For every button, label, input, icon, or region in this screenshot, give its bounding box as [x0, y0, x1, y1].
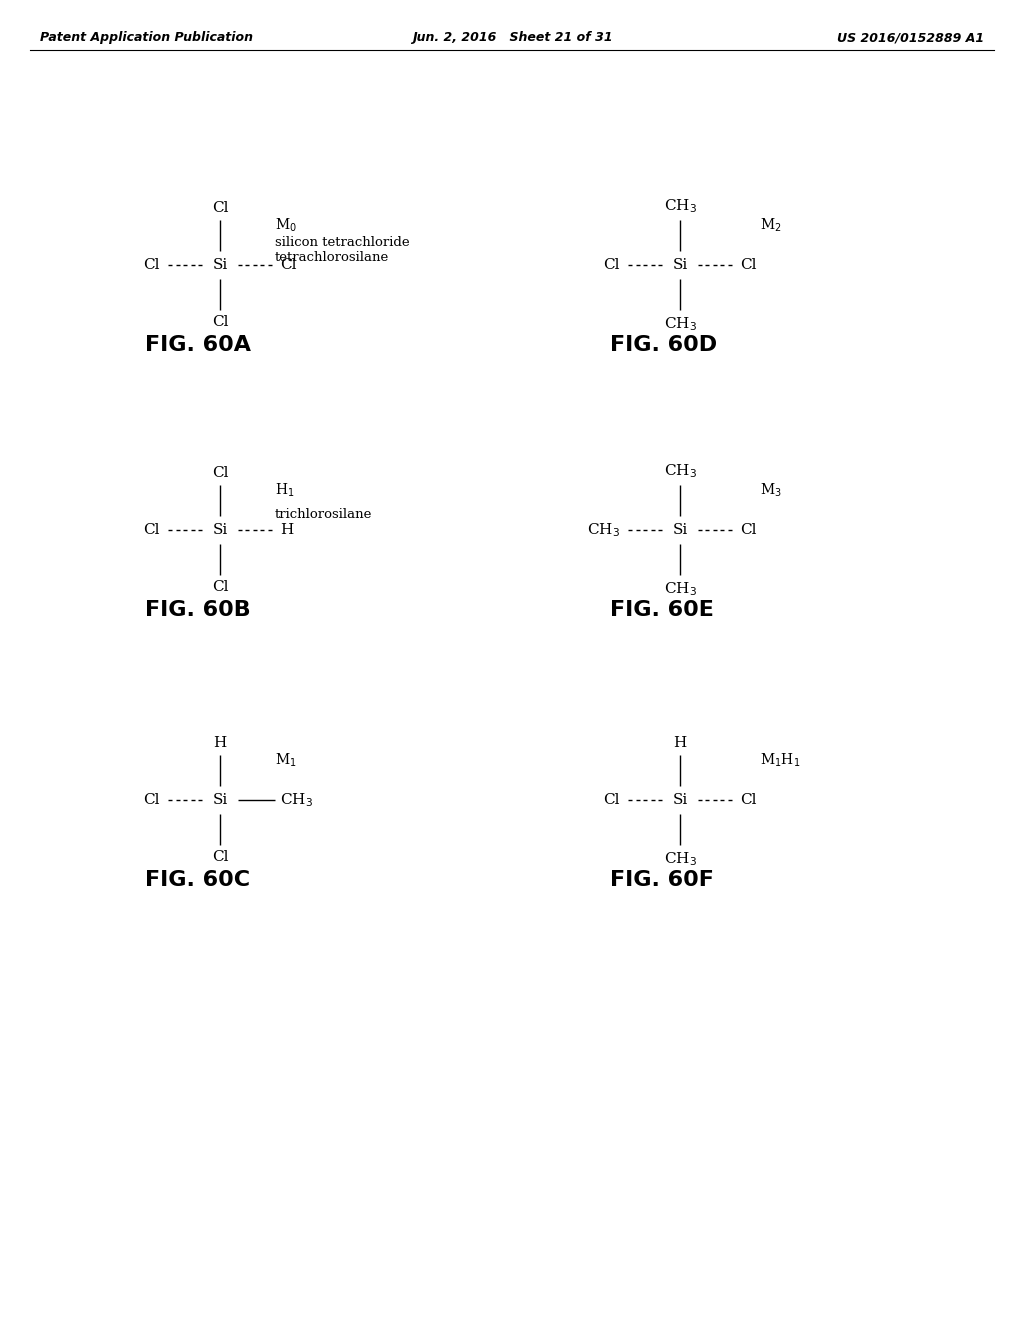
- Text: Cl: Cl: [740, 257, 757, 272]
- Text: Cl: Cl: [143, 523, 160, 537]
- Text: silicon tetrachloride
tetrachlorosilane: silicon tetrachloride tetrachlorosilane: [275, 236, 410, 264]
- Text: FIG. 60C: FIG. 60C: [145, 870, 250, 890]
- Text: CH$_3$: CH$_3$: [664, 579, 696, 598]
- Text: Si: Si: [212, 523, 227, 537]
- Text: Cl: Cl: [740, 523, 757, 537]
- Text: FIG. 60D: FIG. 60D: [610, 335, 717, 355]
- Text: CH$_3$: CH$_3$: [664, 850, 696, 867]
- Text: Si: Si: [212, 257, 227, 272]
- Text: Cl: Cl: [212, 315, 228, 329]
- Text: trichlorosilane: trichlorosilane: [275, 508, 373, 521]
- Text: M$_1$H$_1$: M$_1$H$_1$: [760, 751, 801, 768]
- Text: H: H: [280, 523, 293, 537]
- Text: FIG. 60A: FIG. 60A: [145, 335, 251, 355]
- Text: M$_3$: M$_3$: [760, 482, 781, 499]
- Text: CH$_3$: CH$_3$: [280, 791, 313, 809]
- Text: Cl: Cl: [212, 201, 228, 215]
- Text: H$_1$: H$_1$: [275, 482, 295, 499]
- Text: Si: Si: [673, 257, 688, 272]
- Text: Si: Si: [673, 793, 688, 807]
- Text: FIG. 60E: FIG. 60E: [610, 601, 714, 620]
- Text: US 2016/0152889 A1: US 2016/0152889 A1: [837, 32, 984, 45]
- Text: Si: Si: [212, 793, 227, 807]
- Text: M$_1$: M$_1$: [275, 751, 297, 768]
- Text: Cl: Cl: [212, 579, 228, 594]
- Text: Cl: Cl: [212, 466, 228, 480]
- Text: Patent Application Publication: Patent Application Publication: [40, 32, 253, 45]
- Text: Cl: Cl: [603, 793, 620, 807]
- Text: Cl: Cl: [143, 257, 160, 272]
- Text: FIG. 60B: FIG. 60B: [145, 601, 251, 620]
- Text: H: H: [674, 737, 687, 750]
- Text: Si: Si: [673, 523, 688, 537]
- Text: Cl: Cl: [212, 850, 228, 865]
- Text: CH$_3$: CH$_3$: [664, 315, 696, 333]
- Text: Cl: Cl: [740, 793, 757, 807]
- Text: CH$_3$: CH$_3$: [587, 521, 620, 539]
- Text: M$_0$: M$_0$: [275, 216, 297, 234]
- Text: CH$_3$: CH$_3$: [664, 462, 696, 480]
- Text: FIG. 60F: FIG. 60F: [610, 870, 714, 890]
- Text: Cl: Cl: [280, 257, 297, 272]
- Text: Cl: Cl: [143, 793, 160, 807]
- Text: Jun. 2, 2016   Sheet 21 of 31: Jun. 2, 2016 Sheet 21 of 31: [412, 32, 612, 45]
- Text: M$_2$: M$_2$: [760, 216, 781, 234]
- Text: CH$_3$: CH$_3$: [664, 197, 696, 215]
- Text: H: H: [213, 737, 226, 750]
- Text: Cl: Cl: [603, 257, 620, 272]
